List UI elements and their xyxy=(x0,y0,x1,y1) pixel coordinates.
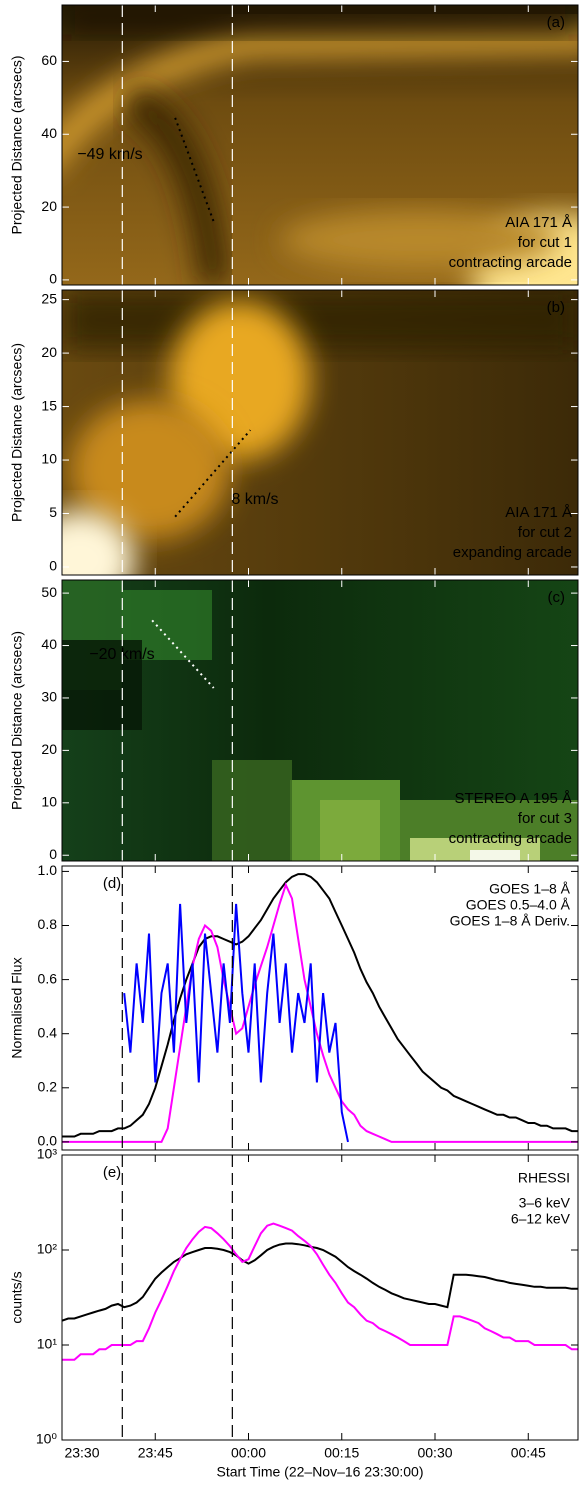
legend-entry: 6–12 keV xyxy=(511,1211,571,1227)
y-tick-label: 30 xyxy=(41,689,57,705)
fit-line xyxy=(174,429,252,518)
y-axis-label: Projected Distance (arcsecs) xyxy=(9,631,25,810)
panel-frame xyxy=(61,4,579,286)
legend-entry: GOES 1–8 Å xyxy=(489,881,571,897)
y-tick-label: 0 xyxy=(49,558,57,574)
panel-frame xyxy=(61,1154,579,1441)
series-line xyxy=(61,1242,578,1322)
fit-line xyxy=(174,117,215,222)
image-c xyxy=(62,580,578,861)
y-tick-label: 10 xyxy=(41,451,57,467)
panel-caption: AIA 171 Å xyxy=(505,214,572,231)
panel-frame xyxy=(61,865,579,1151)
panel-label: (b) xyxy=(547,299,565,316)
image-b xyxy=(62,290,578,575)
y-tick-label: 10⁰ xyxy=(36,1431,58,1447)
y-axis-label: counts/s xyxy=(9,1271,25,1323)
y-tick-label: 40 xyxy=(41,125,57,141)
legend-title: RHESSI xyxy=(518,1170,570,1186)
panel-caption: for cut 1 xyxy=(518,234,572,251)
y-tick-label: 60 xyxy=(41,52,57,68)
x-tick-label: 00:45 xyxy=(511,1445,546,1461)
panel-caption: contracting arcade xyxy=(449,254,572,271)
image-a xyxy=(62,5,578,285)
y-tick-label: 10² xyxy=(37,1241,58,1257)
annotation: −49 km/s xyxy=(77,146,142,163)
annotation: 8 km/s xyxy=(231,491,278,508)
legend-entry: GOES 1–8 Å Deriv. xyxy=(450,913,570,929)
y-tick-label: 40 xyxy=(41,636,57,652)
panel-label: (e) xyxy=(103,1164,121,1181)
legend-entry: 3–6 keV xyxy=(519,1195,571,1211)
y-tick-label: 10³ xyxy=(37,1146,58,1162)
y-tick-label: 0.2 xyxy=(38,1078,58,1094)
panel-label: (a) xyxy=(547,14,565,31)
x-tick-label: 23:30 xyxy=(64,1445,99,1461)
y-tick-label: 0 xyxy=(49,271,57,287)
panel-caption: contracting arcade xyxy=(449,830,572,847)
series-line xyxy=(62,1222,578,1361)
x-tick-label: 00:30 xyxy=(417,1445,452,1461)
panel-caption: expanding arcade xyxy=(453,544,572,561)
y-tick-label: 0.0 xyxy=(38,1133,58,1149)
y-axis-label: Normalised Flux xyxy=(9,957,25,1058)
panel-label: (c) xyxy=(548,589,566,606)
y-tick-label: 20 xyxy=(41,198,57,214)
y-tick-label: 5 xyxy=(49,504,57,520)
y-tick-label: 0.4 xyxy=(38,1024,58,1040)
panel-caption: AIA 171 Å xyxy=(505,504,572,521)
y-tick-label: 10 xyxy=(41,794,57,810)
series-line xyxy=(123,903,349,1143)
panel-label: (d) xyxy=(103,875,121,892)
y-tick-label: 10¹ xyxy=(37,1336,58,1352)
y-tick-label: 25 xyxy=(41,290,57,306)
y-tick-label: 1.0 xyxy=(38,862,58,878)
x-tick-label: 00:15 xyxy=(324,1445,359,1461)
y-tick-label: 0 xyxy=(49,846,57,862)
y-axis-label: Projected Distance (arcsecs) xyxy=(9,56,25,235)
y-tick-label: 15 xyxy=(41,397,57,413)
x-tick-label: 23:45 xyxy=(138,1445,173,1461)
panel-caption: STEREO A 195 Å xyxy=(454,790,572,807)
panel-caption: for cut 2 xyxy=(518,524,572,541)
panel-frame xyxy=(61,289,579,576)
x-axis-label: Start Time (22–Nov–16 23:30:00) xyxy=(216,1464,423,1480)
series-line xyxy=(62,873,578,1138)
x-tick-label: 00:00 xyxy=(231,1445,266,1461)
y-tick-label: 20 xyxy=(41,344,57,360)
panel-frame xyxy=(61,579,579,862)
y-tick-label: 20 xyxy=(41,741,57,757)
y-tick-label: 0.8 xyxy=(38,916,58,932)
panel-caption: for cut 3 xyxy=(518,810,572,827)
legend-entry: GOES 0.5–4.0 Å xyxy=(466,897,571,913)
y-tick-label: 0.6 xyxy=(38,970,58,986)
y-axis-label: Projected Distance (arcsecs) xyxy=(9,343,25,522)
y-tick-label: 50 xyxy=(41,584,57,600)
